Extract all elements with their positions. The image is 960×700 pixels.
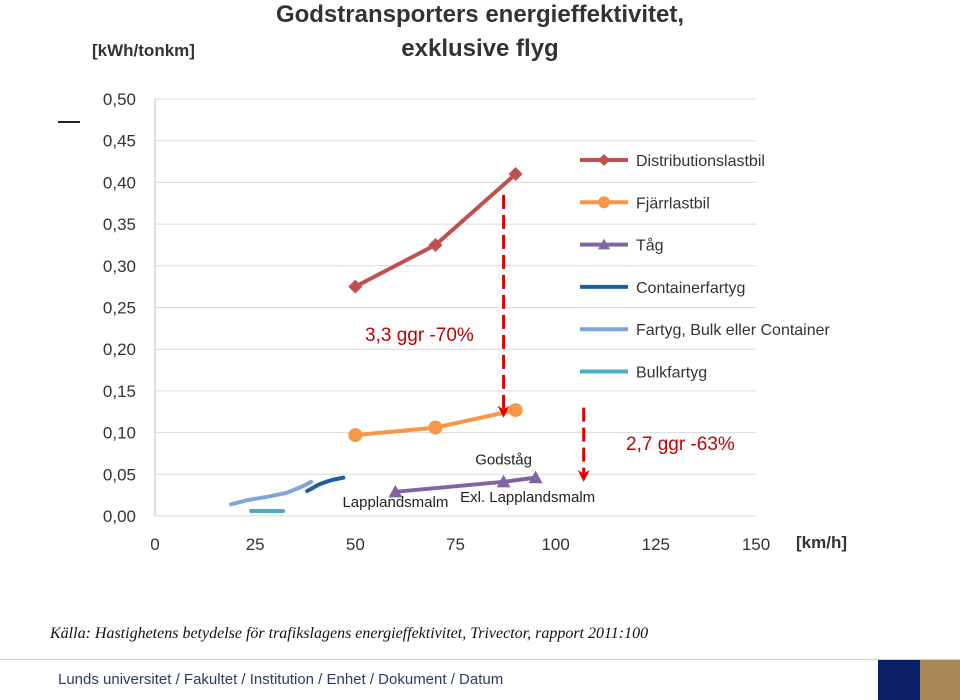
x-tick-label: 50 — [346, 535, 365, 554]
legend-label: Fartyg, Bulk eller Container — [636, 322, 831, 339]
chart-title-line: exklusive flyg — [401, 35, 558, 62]
y-tick-label: 0,40 — [103, 173, 136, 192]
y-tick-label: 0,00 — [103, 507, 136, 526]
x-tick-label: 0 — [150, 535, 159, 554]
chart-annotation: Lapplandsmalm — [342, 494, 448, 511]
decorative-dash — [58, 121, 80, 123]
series-line — [353, 172, 518, 289]
legend-label: Fjärrlastbil — [636, 195, 710, 212]
logo-block-blue — [878, 660, 920, 700]
logo-block-bronze — [920, 660, 960, 700]
legend-label: Containerfartyg — [636, 280, 745, 297]
y-tick-label: 0,15 — [103, 382, 136, 401]
footer-text: Lunds universitet / Fakultet / Instituti… — [58, 671, 504, 688]
data-point-triangle — [496, 474, 511, 488]
chart: Godstransporters energieffektivitet, exkl… — [92, 1, 847, 554]
data-point-diamond — [348, 279, 363, 294]
data-point-triangle — [528, 470, 543, 484]
chart-annotation: Exl. Lapplandsmalm — [460, 489, 595, 506]
data-point-circle — [508, 403, 523, 418]
data-point-triangle — [388, 484, 403, 498]
legend-label: Tåg — [636, 237, 664, 255]
x-tick-label: 100 — [541, 535, 569, 554]
data-point-circle — [428, 420, 443, 435]
legend-label: Bulkfartyg — [636, 365, 707, 382]
y-axis-unit: [kWh/tonkm] — [92, 41, 195, 60]
x-tick-label: 150 — [742, 535, 770, 554]
ratio-label: 2,7 ggr -63% — [626, 434, 735, 455]
legend-label: Distributionslastbil — [636, 153, 765, 170]
chart-annotation: Godståg — [475, 451, 532, 468]
y-tick-label: 0,45 — [103, 132, 136, 151]
ratio-label: 3,3 ggr -70% — [365, 325, 474, 346]
x-tick-label: 75 — [446, 535, 465, 554]
data-point-diamond — [428, 237, 443, 252]
source-citation: Källa: Hastighetens betydelse för trafik… — [50, 625, 649, 642]
footer-bar: Lunds universitet / Fakultet / Instituti… — [0, 659, 960, 700]
y-tick-label: 0,10 — [103, 424, 136, 443]
data-point-triangle — [598, 238, 610, 250]
x-tick-label: 25 — [246, 535, 265, 554]
y-tick-label: 0,50 — [103, 90, 136, 109]
data-point-circle — [598, 196, 610, 209]
y-tick-label: 0,30 — [103, 257, 136, 276]
y-tick-label: 0,35 — [103, 215, 136, 234]
data-point-diamond — [598, 154, 610, 166]
series-line — [229, 479, 314, 507]
series-line — [305, 475, 346, 493]
data-point-diamond — [508, 167, 523, 182]
y-tick-label: 0,20 — [103, 340, 136, 359]
data-point-circle — [348, 428, 363, 443]
y-tick-label: 0,05 — [103, 465, 136, 484]
chart-title-line: Godstransporters energieffektivitet, — [276, 1, 684, 28]
x-tick-label: 125 — [642, 535, 670, 554]
y-tick-label: 0,25 — [103, 299, 136, 318]
x-axis-unit: [km/h] — [796, 533, 847, 552]
